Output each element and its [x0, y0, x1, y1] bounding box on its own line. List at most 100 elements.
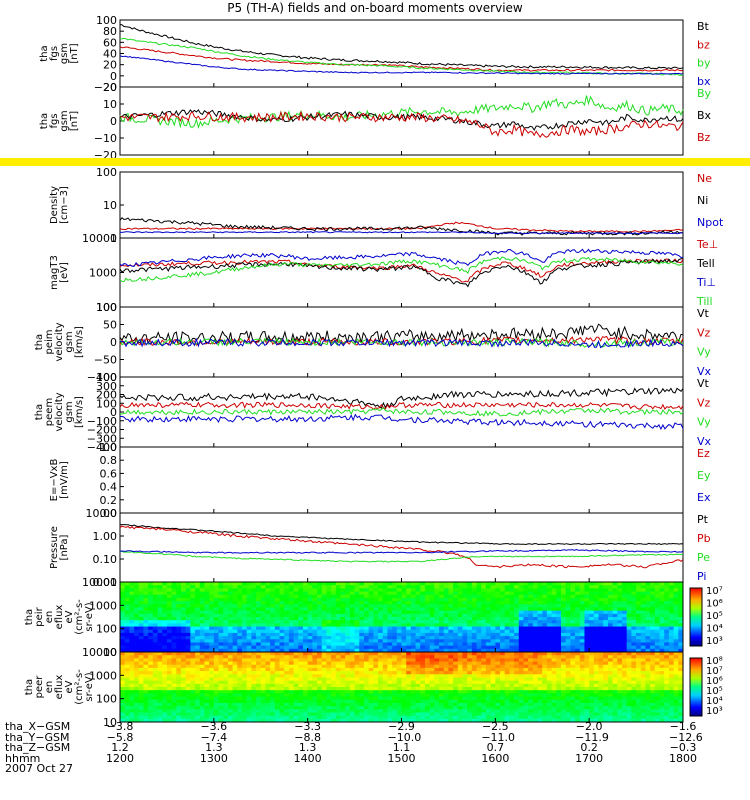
spectrogram-cell	[317, 604, 323, 608]
spectrogram-cell	[406, 699, 412, 704]
spectrogram-cell	[396, 652, 402, 656]
spectrogram-cell	[537, 639, 543, 643]
spectrogram-cell	[284, 604, 290, 608]
spectrogram-cell	[152, 582, 159, 586]
spectrogram-cell	[185, 715, 191, 720]
spectrogram-cell	[363, 607, 370, 612]
spectrogram-cell	[293, 582, 299, 586]
spectrogram-cell	[373, 597, 379, 602]
spectrogram-cell	[556, 597, 562, 602]
spectrogram-cell	[274, 632, 281, 637]
spectrogram-cell	[584, 642, 590, 647]
spectrogram-cell	[265, 687, 271, 691]
spectrogram-cell	[457, 655, 463, 659]
spectrogram-cell	[288, 582, 295, 586]
spectrogram-cell	[274, 639, 281, 643]
spectrogram-cell	[148, 693, 154, 698]
spectrogram-cell	[293, 712, 299, 717]
spectrogram-cell	[603, 623, 609, 628]
spectrogram-cell	[518, 639, 524, 643]
spectrogram-cell	[171, 607, 177, 612]
spectrogram-cell	[256, 699, 262, 704]
spectrogram-cell	[504, 690, 510, 694]
spectrogram-cell	[556, 658, 562, 663]
spectrogram-cell	[237, 709, 243, 713]
spectrogram-cell	[265, 591, 271, 596]
y-tick-label: −10	[94, 132, 117, 145]
spectrogram-cell	[124, 693, 130, 698]
spectrogram-cell	[467, 661, 473, 666]
spectrogram-cell	[471, 661, 478, 666]
spectrogram-cell	[439, 709, 445, 713]
spectrogram-cell	[420, 667, 426, 672]
spectrogram-cell	[345, 718, 351, 723]
spectrogram-cell	[359, 671, 365, 675]
spectrogram-cell	[232, 687, 238, 691]
spectrogram-cell	[523, 696, 529, 701]
spectrogram-cell	[185, 626, 191, 631]
spectrogram-cell	[241, 706, 248, 710]
spectrogram-cell	[335, 706, 342, 710]
spectrogram-cell	[335, 712, 342, 717]
spectrogram-cell	[650, 610, 656, 615]
spectrogram-cell	[640, 591, 646, 596]
spectrogram-cell	[401, 629, 407, 634]
spectrogram-cell	[185, 683, 191, 688]
spectrogram-cell	[195, 594, 201, 599]
spectrogram-cell	[490, 597, 496, 602]
spectrogram-cell	[302, 699, 309, 704]
spectrogram-cell	[396, 629, 402, 634]
spectrogram-cell	[180, 658, 187, 663]
spectrogram-cell	[185, 690, 191, 694]
spectrogram-cell	[537, 617, 543, 621]
spectrogram-cell	[532, 709, 539, 713]
spectrogram-cell	[340, 664, 346, 669]
spectrogram-cell	[471, 696, 478, 701]
spectrogram-cell	[410, 652, 417, 656]
spectrogram-cell	[124, 642, 130, 647]
spectrogram-cell	[410, 655, 417, 659]
spectrogram-cell	[288, 601, 295, 605]
spectrogram-cell	[260, 639, 266, 643]
spectrogram-cell	[429, 709, 435, 713]
spectrogram-cell	[134, 667, 140, 672]
spectrogram-cell	[129, 648, 135, 653]
spectrogram-cell	[162, 702, 168, 707]
spectrogram-cell	[650, 620, 656, 624]
spectrogram-cell	[246, 594, 252, 599]
spectrogram-cell	[120, 642, 126, 647]
spectrogram-cell	[171, 582, 177, 586]
spectrogram-cell	[467, 613, 473, 618]
spectrogram-cell	[645, 604, 651, 608]
spectrogram-cell	[500, 642, 506, 647]
spectrogram-cell	[279, 588, 285, 593]
spectrogram-cell	[284, 702, 290, 707]
spectrogram-cell	[185, 718, 191, 723]
spectrogram-cell	[237, 617, 243, 621]
spectrogram-cell	[321, 652, 327, 656]
spectrogram-cell	[204, 667, 210, 672]
spectrogram-cell	[424, 693, 431, 698]
spectrogram-cell	[134, 712, 140, 717]
spectrogram-cell	[500, 585, 506, 589]
spectrogram-cell	[180, 661, 187, 666]
colorbar-tick-label: 10⁴	[706, 624, 723, 635]
spectrogram-cell	[218, 645, 224, 650]
spectrogram-cell	[345, 607, 351, 612]
spectrogram-cell	[476, 652, 482, 656]
spectrogram-cell	[410, 699, 417, 704]
spectrogram-cell	[190, 661, 196, 666]
spectrogram-cell	[485, 604, 492, 608]
spectrogram-cell	[134, 610, 140, 615]
spectrogram-cell	[429, 610, 435, 615]
spectrogram-cell	[528, 715, 534, 720]
spectrogram-cell	[523, 690, 529, 694]
spectrogram-cell	[434, 585, 440, 589]
spectrogram-cell	[443, 639, 449, 643]
spectrogram-cell	[518, 632, 524, 637]
spectrogram-cell	[321, 667, 327, 672]
spectrogram-cell	[317, 601, 323, 605]
spectrogram-cell	[288, 674, 295, 678]
spectrogram-cell	[607, 617, 614, 621]
spectrogram-cell	[317, 613, 323, 618]
